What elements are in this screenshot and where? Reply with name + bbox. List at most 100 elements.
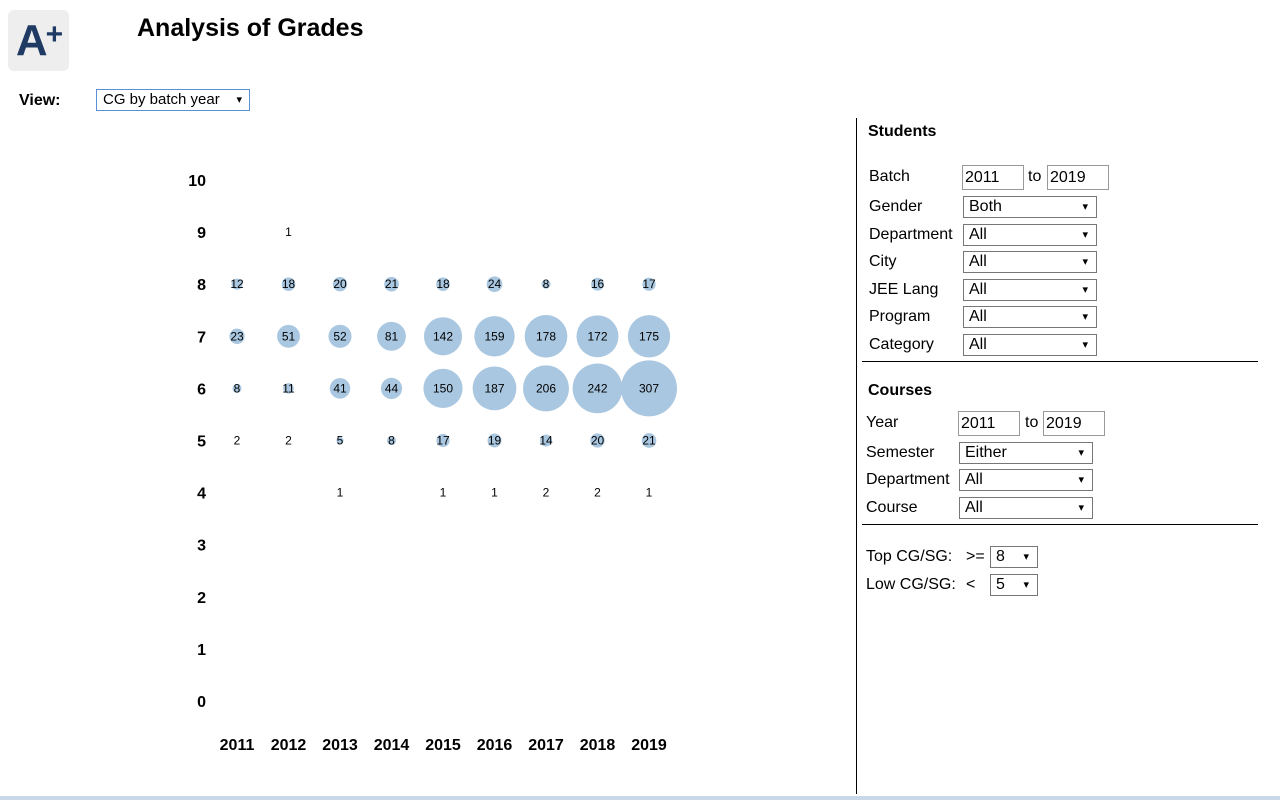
bubble-point[interactable] [232, 383, 242, 393]
y-tick-label: 8 [197, 277, 206, 294]
bubble-point[interactable] [540, 434, 552, 447]
bubble-point[interactable] [541, 279, 551, 289]
bubble-count-label: 24 [488, 277, 502, 291]
year-to-input[interactable]: 2019 [1043, 411, 1105, 436]
x-tick-label: 2011 [220, 737, 255, 754]
gender-select[interactable]: Both ▾ [963, 196, 1097, 218]
low-cg-select[interactable]: 5 ▾ [990, 574, 1038, 596]
bubble-point[interactable] [487, 433, 502, 448]
course-label: Course [866, 499, 918, 516]
year-from-input[interactable]: 2011 [958, 411, 1020, 436]
bubble-count-label: 175 [639, 329, 659, 343]
y-tick-label: 4 [197, 486, 206, 503]
course-department-label: Department [866, 471, 950, 488]
chevron-down-icon: ▾ [1082, 201, 1088, 213]
bubble-point[interactable] [474, 316, 515, 357]
jee-lang-value: All [969, 281, 987, 298]
logo-plus: + [45, 17, 63, 51]
bubble-point[interactable] [231, 278, 243, 290]
view-select-value: CG by batch year [103, 91, 220, 108]
batch-from-input[interactable]: 2011 [962, 165, 1024, 190]
category-value: All [969, 336, 987, 353]
city-label: City [869, 253, 897, 270]
bubble-point[interactable] [386, 435, 397, 446]
bubble-point[interactable] [384, 276, 399, 292]
top-cg-operator: >= [966, 548, 985, 565]
bubble-count-label: 17 [642, 277, 656, 291]
bubble-point[interactable] [436, 433, 450, 448]
bubble-count-label: 150 [433, 381, 453, 395]
bubble-count-label: 1 [646, 486, 653, 500]
low-cg-operator: < [966, 576, 976, 593]
bubble-point[interactable] [591, 277, 604, 291]
panel-divider [856, 118, 857, 794]
bubble-point[interactable] [641, 433, 657, 448]
bubble-point[interactable] [380, 377, 403, 400]
view-select[interactable]: CG by batch year ▾ [96, 89, 250, 111]
top-cg-select[interactable]: 8 ▾ [990, 546, 1038, 568]
bubble-point[interactable] [332, 277, 348, 292]
chevron-down-icon: ▾ [1078, 447, 1084, 459]
student-department-select[interactable]: All ▾ [963, 224, 1097, 246]
bubble-point[interactable] [436, 277, 450, 291]
chevron-down-icon: ▾ [1078, 502, 1084, 514]
batch-to-input[interactable]: 2019 [1047, 165, 1109, 190]
bubble-point[interactable] [229, 328, 245, 344]
bubble-point[interactable] [524, 314, 568, 358]
city-select[interactable]: All ▾ [963, 251, 1097, 273]
bubble-count-label: 18 [282, 277, 296, 291]
bubble-count-label: 8 [234, 381, 241, 395]
bubble-count-label: 1 [491, 486, 498, 500]
bubble-count-label: 172 [587, 329, 607, 343]
bubble-count-label: 51 [282, 329, 296, 343]
bubble-point[interactable] [277, 324, 300, 348]
bubble-point[interactable] [576, 315, 619, 358]
city-select-value: All [969, 253, 987, 270]
bubble-count-label: 20 [333, 277, 347, 291]
bubble-point[interactable] [329, 378, 351, 399]
bubble-point[interactable] [627, 315, 671, 358]
bubble-point[interactable] [377, 321, 406, 351]
bubble-count-label: 52 [333, 329, 347, 343]
chevron-down-icon: ▾ [1023, 551, 1029, 563]
x-tick-label: 2016 [477, 737, 513, 754]
logo-letter: A [15, 15, 48, 65]
top-cg-label: Top CG/SG: [866, 548, 953, 565]
students-divider [862, 361, 1258, 362]
bubble-point[interactable] [336, 436, 344, 445]
bubble-point[interactable] [590, 433, 605, 448]
student-department-value: All [969, 226, 987, 243]
bubble-point[interactable] [423, 368, 463, 408]
y-tick-label: 9 [197, 225, 206, 242]
y-tick-label: 0 [197, 694, 206, 711]
semester-select[interactable]: Either ▾ [959, 442, 1093, 464]
bubble-point[interactable] [283, 383, 294, 394]
bubble-point[interactable] [572, 363, 623, 414]
bubble-count-label: 307 [639, 381, 659, 395]
bubble-point[interactable] [620, 360, 678, 417]
x-tick-label: 2019 [631, 737, 667, 754]
course-department-select[interactable]: All ▾ [959, 469, 1093, 491]
bubble-point[interactable] [328, 324, 352, 348]
y-tick-label: 3 [197, 538, 206, 555]
program-label: Program [869, 308, 931, 325]
category-select[interactable]: All ▾ [963, 334, 1097, 356]
bubble-count-label: 81 [385, 329, 399, 343]
x-tick-label: 2018 [580, 737, 616, 754]
bubble-count-label: 14 [539, 434, 553, 448]
bubble-point[interactable] [642, 277, 656, 291]
bubble-point[interactable] [423, 317, 463, 356]
jee-lang-select[interactable]: All ▾ [963, 279, 1097, 301]
bubble-count-label: 2 [234, 434, 241, 448]
bubble-point[interactable] [472, 366, 517, 411]
chevron-down-icon: ▾ [1082, 229, 1088, 241]
program-select[interactable]: All ▾ [963, 306, 1097, 328]
bubble-point[interactable] [486, 276, 503, 293]
courses-divider [862, 524, 1258, 525]
bubble-point[interactable] [523, 365, 569, 412]
bubble-point[interactable] [281, 277, 296, 291]
course-select[interactable]: All ▾ [959, 497, 1093, 519]
semester-label: Semester [866, 444, 935, 461]
category-label: Category [869, 336, 934, 353]
gender-select-value: Both [969, 198, 1002, 215]
